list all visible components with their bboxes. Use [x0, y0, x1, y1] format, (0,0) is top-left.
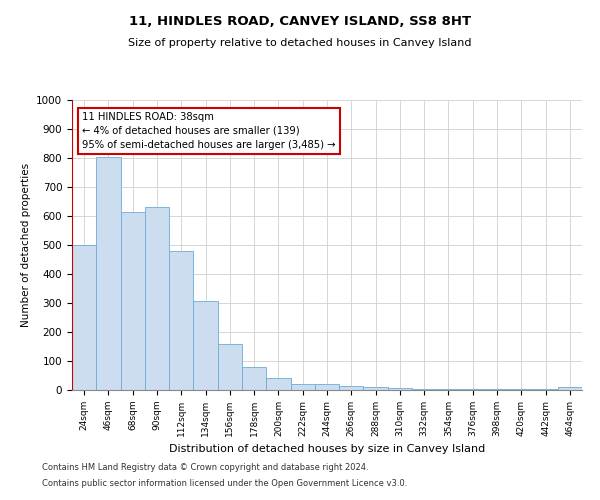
Bar: [364, 386, 388, 390]
Bar: [436, 389, 461, 390]
Bar: [558, 387, 582, 390]
Bar: [290, 384, 315, 390]
Bar: [121, 212, 145, 390]
Bar: [169, 252, 193, 390]
Bar: [72, 245, 96, 390]
Bar: [145, 208, 169, 390]
Bar: [412, 388, 436, 390]
Text: Contains public sector information licensed under the Open Government Licence v3: Contains public sector information licen…: [42, 478, 407, 488]
Text: Size of property relative to detached houses in Canvey Island: Size of property relative to detached ho…: [128, 38, 472, 48]
X-axis label: Distribution of detached houses by size in Canvey Island: Distribution of detached houses by size …: [169, 444, 485, 454]
Bar: [315, 384, 339, 390]
Text: 11, HINDLES ROAD, CANVEY ISLAND, SS8 8HT: 11, HINDLES ROAD, CANVEY ISLAND, SS8 8HT: [129, 15, 471, 28]
Bar: [388, 388, 412, 390]
Text: Contains HM Land Registry data © Crown copyright and database right 2024.: Contains HM Land Registry data © Crown c…: [42, 464, 368, 472]
Y-axis label: Number of detached properties: Number of detached properties: [20, 163, 31, 327]
Bar: [218, 344, 242, 390]
Bar: [96, 156, 121, 390]
Bar: [242, 368, 266, 390]
Bar: [193, 300, 218, 390]
Bar: [461, 389, 485, 390]
Text: 11 HINDLES ROAD: 38sqm
← 4% of detached houses are smaller (139)
95% of semi-det: 11 HINDLES ROAD: 38sqm ← 4% of detached …: [82, 112, 336, 150]
Bar: [266, 378, 290, 390]
Bar: [339, 386, 364, 390]
